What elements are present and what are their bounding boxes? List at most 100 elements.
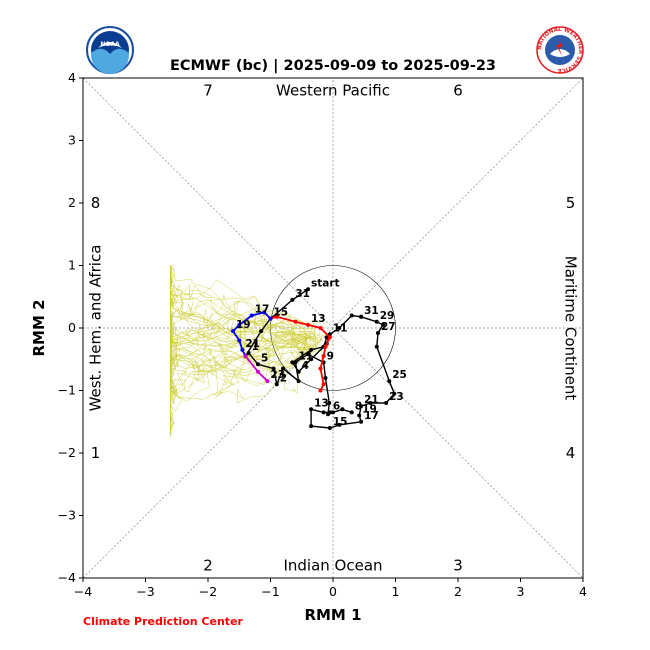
forecast-week2-point: [237, 322, 242, 327]
observed-c-point: [359, 404, 364, 409]
observed-point: [327, 401, 332, 405]
day-label: 9: [327, 350, 334, 362]
forecast-week1-point: [327, 335, 332, 340]
observed-point: [326, 412, 330, 417]
observed-point: [340, 407, 345, 412]
day-label: 23: [389, 391, 404, 403]
observed-c-point: [374, 344, 379, 349]
forecast-week2-point: [262, 310, 267, 315]
ensemble-member: [170, 271, 315, 342]
observed-c-point: [321, 410, 326, 415]
observed-point: [246, 351, 251, 355]
forecast-week2-point: [240, 347, 245, 352]
y-tick-label: 1: [68, 258, 76, 273]
y-tick-label: 2: [68, 195, 76, 210]
day-label: 8: [355, 400, 362, 412]
noaa-logo-sea: [91, 48, 129, 74]
day-label: 17: [364, 410, 379, 422]
observed-b-point: [359, 314, 364, 319]
x-tick-label: 4: [579, 584, 587, 599]
forecast-week1-point: [321, 382, 326, 387]
ensemble-member: [170, 297, 306, 386]
observed-point: [271, 366, 276, 371]
day-label: 21: [364, 394, 379, 406]
nws-logo: NATIONAL WEATHER SERVICE: [536, 26, 584, 74]
forecast-week1-point: [323, 344, 328, 349]
forecast-end-point: [265, 379, 270, 384]
forecast-end-point: [243, 354, 248, 359]
chart-title: ECMWF (bc) | 2025-09-09 to 2025-09-23: [170, 58, 496, 74]
forecast-week2-point: [268, 316, 273, 321]
y-tick-label: 4: [68, 70, 76, 85]
y-tick-label: 0: [68, 320, 76, 335]
day-label: 15: [274, 307, 289, 319]
forecast-week2-point: [231, 329, 235, 334]
region-label-left: West. Hem. and Africa: [87, 245, 105, 412]
observed-point: [274, 382, 279, 387]
x-tick-label: 2: [454, 584, 462, 599]
observed-point: [331, 410, 335, 415]
forecast-week1-point: [321, 354, 326, 359]
observed-point: [306, 352, 310, 357]
phase-label: 8: [91, 194, 101, 212]
day-label: 21: [245, 338, 260, 350]
ensemble-member: [170, 321, 315, 404]
day-label: 19: [236, 319, 251, 331]
x-tick-label: −2: [199, 584, 217, 599]
y-tick-label: 3: [68, 133, 76, 148]
region-label-bottom: Indian Ocean: [283, 557, 382, 575]
day-label: 5: [261, 352, 268, 364]
phase-label: 2: [203, 557, 213, 575]
guide-lines: [82, 77, 584, 579]
observed-point: [349, 410, 354, 415]
forecast-week2-point: [237, 338, 242, 343]
observed-c-point: [376, 331, 380, 335]
phase-label: 7: [203, 82, 213, 100]
day-label: 4: [302, 360, 309, 372]
day-label: 29: [380, 310, 395, 322]
observed-c-point: [357, 413, 362, 418]
forecast-week1-point: [318, 326, 323, 330]
x-tick-label: 0: [329, 584, 337, 599]
x-tick-label: 1: [392, 584, 400, 599]
observed-b-point: [290, 360, 295, 365]
observed-c-point: [337, 422, 342, 427]
observed-c-point: [327, 426, 332, 430]
forecast-week1-point: [293, 319, 298, 324]
observed-c-point: [384, 401, 389, 405]
x-tick-label: −4: [74, 584, 92, 599]
observed-trajectory: [243, 287, 397, 430]
nws-logo-cloud: [550, 49, 570, 57]
observed-c-point: [368, 401, 373, 405]
observed-point: [306, 287, 310, 292]
day-label: 19: [362, 404, 377, 416]
ensemble-members: [169, 265, 333, 437]
y-tick-label: −1: [58, 383, 76, 398]
phase-label: 1: [91, 444, 101, 462]
observed-c-point: [374, 319, 379, 324]
observed-point: [290, 297, 295, 302]
day-label: 23: [270, 369, 285, 381]
forecast-week1-point: [306, 322, 310, 327]
day-label: 1: [252, 341, 259, 353]
y-tick-label: −2: [58, 445, 76, 460]
y-axis-label: RMM 2: [30, 299, 48, 356]
observed-point: [293, 360, 298, 365]
day-label: 13: [311, 313, 326, 325]
observed-point: [281, 366, 285, 371]
forecast-week1-point: [318, 388, 323, 393]
phase-label: 3: [453, 557, 463, 575]
observed-b-point: [309, 357, 314, 362]
day-label: 13: [314, 397, 329, 409]
phase-label: 6: [453, 82, 463, 100]
ensemble-member: [170, 346, 311, 404]
nws-logo-bolt: [556, 38, 563, 56]
day-label: 15: [333, 416, 348, 428]
observed-b-point: [337, 326, 342, 330]
forecast-week1-point: [318, 366, 323, 371]
y-tick-label: −4: [58, 570, 76, 585]
ensemble-member: [170, 284, 312, 361]
